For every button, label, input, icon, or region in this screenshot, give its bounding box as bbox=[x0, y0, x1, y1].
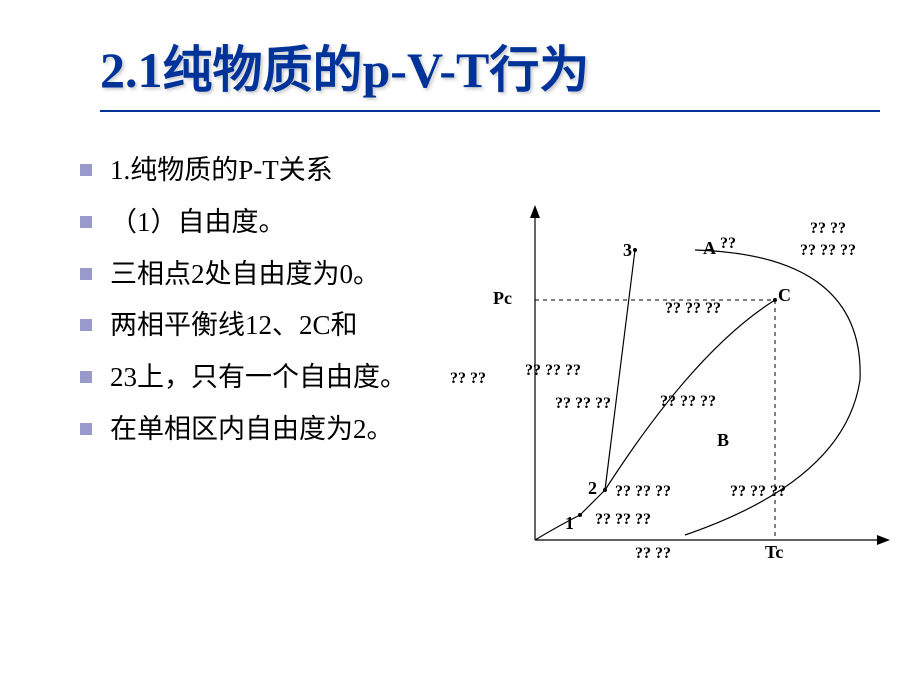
phase-diagram: Pc Tc 1 2 3 A B C ?? ?? ?? ?? ?? ?? ?? ?… bbox=[465, 200, 895, 580]
bullet-icon bbox=[80, 216, 92, 228]
page-title: 2.1纯物质的p-V-T行为 bbox=[100, 30, 880, 112]
point-1-label: 1 bbox=[565, 513, 574, 534]
list-item: 1.纯物质的P-T关系 bbox=[80, 152, 480, 190]
point-C-label: C bbox=[778, 285, 791, 306]
unknown-label: ?? ?? bbox=[635, 545, 671, 563]
bullet-icon bbox=[80, 268, 92, 280]
bullet-icon bbox=[80, 319, 92, 331]
list-item: 两相平衡线12、2C和 bbox=[80, 307, 480, 345]
unknown-label: ?? ?? bbox=[450, 370, 486, 388]
unknown-label: ?? ?? bbox=[810, 220, 846, 238]
list-item: 23上，只有一个自由度。 bbox=[80, 359, 480, 397]
point-3-label: 3 bbox=[623, 240, 632, 261]
bullet-list: 1.纯物质的P-T关系 （1）自由度。 三相点2处自由度为0。 两相平衡线12、… bbox=[0, 142, 480, 463]
unknown-label: ?? ?? ?? bbox=[615, 483, 671, 501]
bullet-text: 三相点2处自由度为0。 bbox=[110, 256, 380, 294]
list-item: 在单相区内自由度为2。 bbox=[80, 411, 480, 449]
bullet-text: 两相平衡线12、2C和 bbox=[110, 307, 358, 345]
slide-container: 2.1纯物质的p-V-T行为 1.纯物质的P-T关系 （1）自由度。 三相点2处… bbox=[0, 0, 920, 690]
unknown-label: ?? bbox=[720, 235, 736, 253]
content-area: 1.纯物质的P-T关系 （1）自由度。 三相点2处自由度为0。 两相平衡线12、… bbox=[0, 142, 920, 463]
point-A-label: A bbox=[703, 238, 716, 259]
bullet-text: 23上，只有一个自由度。 bbox=[110, 359, 407, 397]
bullet-icon bbox=[80, 371, 92, 383]
unknown-label: ?? ?? ?? bbox=[525, 362, 581, 380]
y-axis-label: Pc bbox=[493, 288, 512, 309]
unknown-label: ?? ?? ?? bbox=[595, 511, 651, 529]
bullet-icon bbox=[80, 423, 92, 435]
list-item: （1）自由度。 bbox=[80, 204, 480, 242]
unknown-label: ?? ?? ?? bbox=[800, 242, 856, 260]
unknown-label: ?? ?? ?? bbox=[730, 483, 786, 501]
bullet-text: 在单相区内自由度为2。 bbox=[110, 411, 394, 449]
unknown-label: ?? ?? ?? bbox=[555, 395, 611, 413]
unknown-label: ?? ?? ?? bbox=[665, 300, 721, 318]
unknown-label: ?? ?? ?? bbox=[660, 393, 716, 411]
bullet-text: 1.纯物质的P-T关系 bbox=[110, 152, 333, 190]
bullet-text: （1）自由度。 bbox=[110, 204, 286, 242]
list-item: 三相点2处自由度为0。 bbox=[80, 256, 480, 294]
bullet-icon bbox=[80, 164, 92, 176]
x-axis-label: Tc bbox=[765, 542, 783, 563]
point-2-label: 2 bbox=[588, 478, 597, 499]
point-B-label: B bbox=[717, 430, 729, 451]
